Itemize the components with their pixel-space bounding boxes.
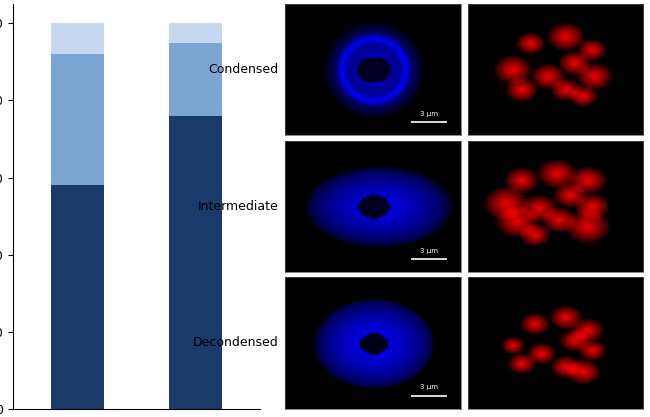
- Bar: [51, 54, 104, 185]
- Text: Condensed: Condensed: [208, 63, 278, 76]
- Bar: [51, 185, 104, 409]
- Bar: [51, 23, 104, 54]
- Text: Decondensed: Decondensed: [192, 337, 278, 349]
- Bar: [169, 23, 222, 43]
- Text: 3 μm: 3 μm: [420, 384, 438, 390]
- Bar: [169, 43, 222, 116]
- Text: 3 μm: 3 μm: [420, 111, 438, 117]
- Bar: [169, 116, 222, 409]
- Text: Intermediate: Intermediate: [198, 200, 278, 213]
- Text: 3 μm: 3 μm: [420, 248, 438, 254]
